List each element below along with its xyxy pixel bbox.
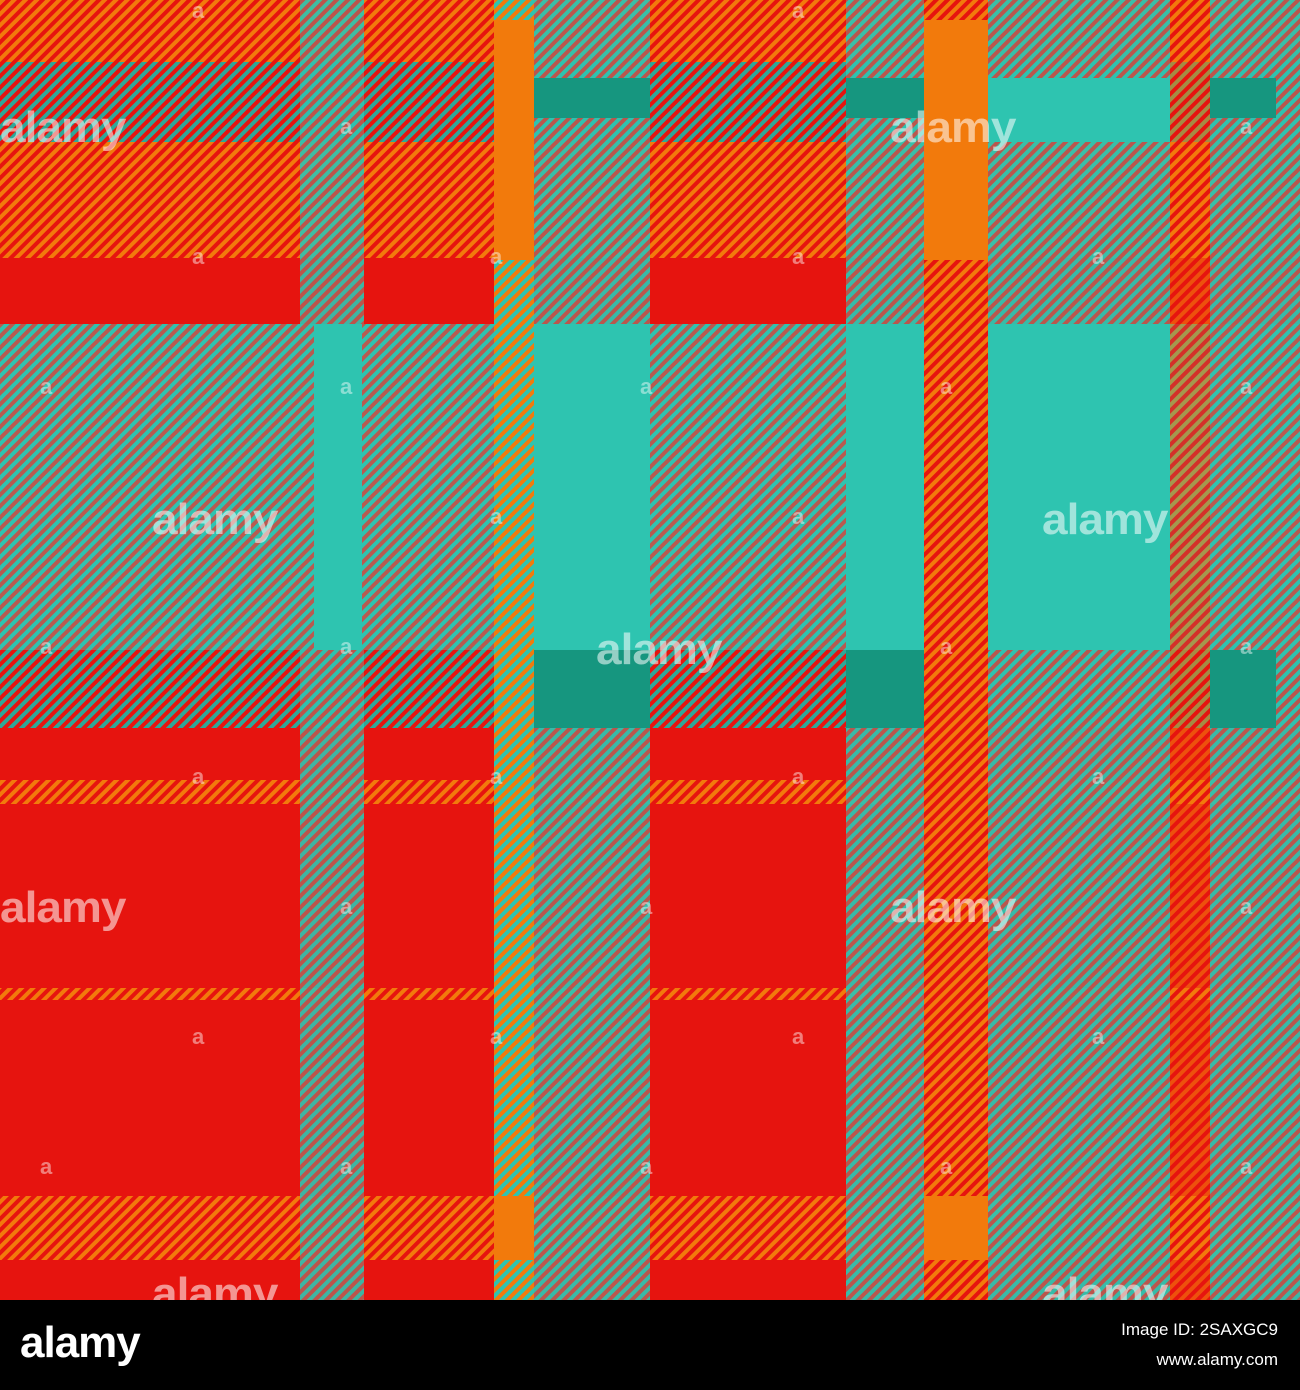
plaid-pattern-svg	[0, 0, 1300, 1300]
stock-footer-bar: alamy Image ID: 2SAXGC9 www.alamy.com	[0, 1300, 1300, 1390]
plaid-pattern-image: alamy alamy alamy alamy alamy alamy alam…	[0, 0, 1300, 1300]
brand-logo: alamy	[20, 1318, 141, 1367]
site-url-link[interactable]: www.alamy.com	[1156, 1350, 1278, 1369]
image-id-label: Image ID: 2SAXGC9	[1121, 1320, 1278, 1339]
